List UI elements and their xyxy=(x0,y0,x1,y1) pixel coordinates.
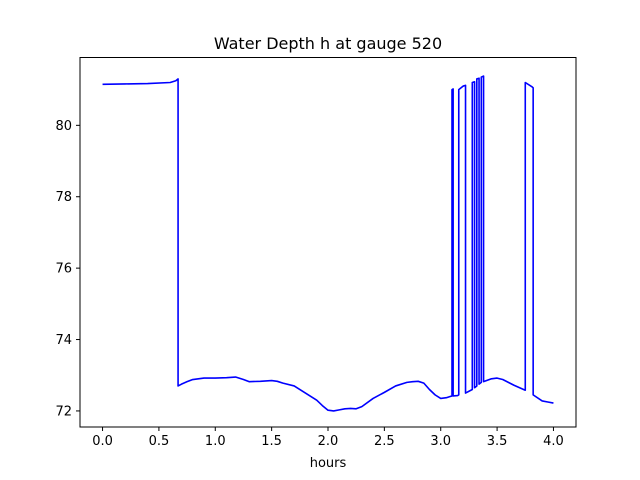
x-tick-label: 2.0 xyxy=(318,434,339,449)
chart-title: Water Depth h at gauge 520 xyxy=(214,34,442,53)
y-tick-label: 76 xyxy=(55,262,72,277)
x-tick-label: 3.5 xyxy=(487,434,508,449)
series-line-0 xyxy=(102,75,554,412)
x-tick-label: 3.0 xyxy=(430,434,451,449)
x-tick-label: 1.5 xyxy=(261,434,282,449)
y-tick-label: 80 xyxy=(55,119,72,134)
x-tick-label: 0.5 xyxy=(149,434,170,449)
x-tick-label: 2.5 xyxy=(374,434,395,449)
y-tick-label: 72 xyxy=(55,404,72,419)
plot-area xyxy=(102,75,554,412)
axis-ticks: 0.0 0.5 1.0 1.5 2.0 2.5 3.0 3.5 4.0 72 74 76 78 80 xyxy=(55,119,563,449)
y-tick-label: 74 xyxy=(55,333,72,348)
x-tick-label: 1.0 xyxy=(205,434,226,449)
y-tick-label: 78 xyxy=(55,190,72,205)
x-tick-label: 0.0 xyxy=(92,434,113,449)
x-axis-label: hours xyxy=(310,456,347,471)
plot-frame xyxy=(79,57,577,428)
x-tick-label: 4.0 xyxy=(543,434,564,449)
